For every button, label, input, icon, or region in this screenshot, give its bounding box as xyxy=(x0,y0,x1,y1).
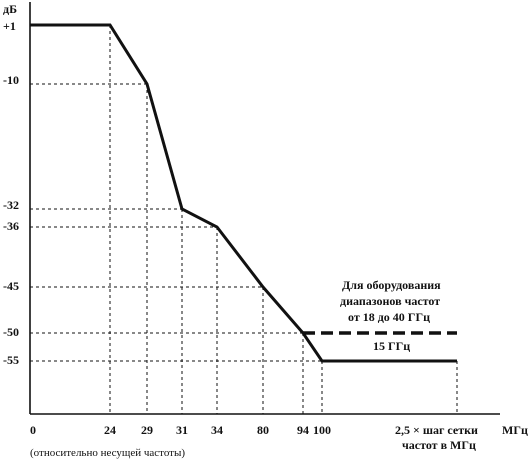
annotation-freq: 15 ГГц xyxy=(373,339,410,353)
tick-labels: +1 -10 -32 -36 -45 -50 -55 0 24 29 31 34 80 94 100 xyxy=(3,19,331,437)
annotation-line1: Для оборудования xyxy=(342,278,441,292)
axes xyxy=(29,2,500,415)
x-tick-label: 29 xyxy=(141,423,153,437)
x-sub-label: (относительно несущей частоты) xyxy=(30,447,185,459)
y-tick-label: -36 xyxy=(3,219,19,233)
y-tick-label: -10 xyxy=(3,73,19,87)
x-tick-label: 34 xyxy=(211,423,223,437)
annotation-line2: диапазонов частот xyxy=(340,294,440,308)
x-last-tick-label-line2: частот в МГц xyxy=(402,438,476,452)
series-solid-line xyxy=(30,23,457,363)
x-axis-unit-label: МГц xyxy=(502,423,528,437)
series-lines xyxy=(30,23,457,363)
y-tick-label: +1 xyxy=(3,19,16,33)
x-last-tick-label: 2,5 × шаг сетки xyxy=(395,423,478,437)
x-tick-label: 24 xyxy=(104,423,116,437)
x-tick-label: 0 xyxy=(30,423,36,437)
guide-lines xyxy=(30,25,458,414)
annotation-line3: от 18 до 40 ГГц xyxy=(348,310,430,324)
y-tick-label: -50 xyxy=(3,325,19,339)
y-tick-label: -55 xyxy=(3,353,19,367)
x-tick-label: 80 xyxy=(257,423,269,437)
x-tick-label: 100 xyxy=(313,423,331,437)
y-tick-label: -32 xyxy=(3,198,19,212)
x-tick-label: 94 xyxy=(297,423,309,437)
x-tick-label: 31 xyxy=(176,423,188,437)
y-axis-label: дБ xyxy=(3,2,17,16)
y-tick-label: -45 xyxy=(3,279,19,293)
